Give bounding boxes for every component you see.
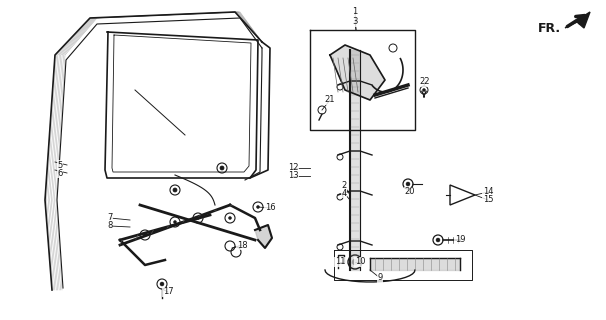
- Circle shape: [173, 220, 176, 223]
- Text: 16: 16: [265, 204, 275, 212]
- Text: 4: 4: [341, 188, 347, 197]
- Circle shape: [144, 234, 147, 236]
- Text: 21: 21: [325, 95, 335, 105]
- Text: 12: 12: [288, 164, 298, 172]
- Circle shape: [436, 238, 440, 242]
- Text: 11: 11: [335, 258, 345, 267]
- Circle shape: [160, 282, 164, 286]
- Text: 8: 8: [107, 221, 113, 230]
- Text: 6: 6: [58, 169, 62, 178]
- Text: 15: 15: [483, 196, 493, 204]
- Polygon shape: [330, 45, 385, 100]
- Polygon shape: [255, 225, 272, 248]
- Circle shape: [196, 217, 199, 220]
- Text: 5: 5: [58, 161, 62, 170]
- Text: 1: 1: [352, 7, 358, 17]
- Text: 17: 17: [162, 287, 173, 297]
- Circle shape: [422, 89, 425, 92]
- Text: 2: 2: [341, 180, 347, 189]
- Polygon shape: [565, 12, 590, 28]
- Circle shape: [220, 166, 224, 170]
- Text: 20: 20: [405, 188, 415, 196]
- Text: 10: 10: [355, 258, 365, 267]
- Text: 18: 18: [237, 241, 247, 250]
- Text: 13: 13: [288, 172, 298, 180]
- Text: 3: 3: [352, 18, 358, 27]
- Circle shape: [352, 259, 358, 265]
- Circle shape: [173, 188, 177, 192]
- Circle shape: [406, 182, 410, 186]
- Text: 9: 9: [378, 274, 382, 283]
- Text: 19: 19: [454, 236, 465, 244]
- Text: 7: 7: [107, 213, 113, 222]
- Circle shape: [256, 205, 259, 209]
- Circle shape: [228, 217, 231, 220]
- Text: FR.: FR.: [538, 22, 561, 35]
- Text: 14: 14: [483, 188, 493, 196]
- Polygon shape: [350, 50, 360, 270]
- Text: 22: 22: [420, 77, 430, 86]
